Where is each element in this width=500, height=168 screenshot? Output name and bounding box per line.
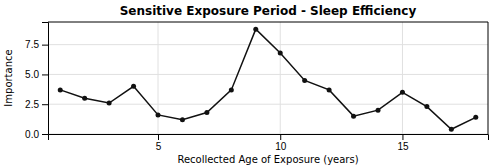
tick: 15	[397, 134, 409, 152]
chart: 5 10 15 0.0 2.5 5.0 7.5 Sensitive Exposure Peri…	[0, 0, 500, 168]
point	[449, 127, 454, 132]
tick-label: 7.5	[25, 39, 39, 50]
tick: 0.0	[25, 129, 48, 140]
point	[58, 87, 63, 92]
tick: 10	[275, 134, 287, 152]
title: Sensitive Exposure Period - Sleep Effici…	[120, 4, 417, 18]
axis-line	[42, 23, 49, 135]
tick-mark	[42, 45, 48, 46]
grid-line	[280, 22, 281, 134]
y-axis-title: Importance	[3, 49, 14, 106]
grid-line	[48, 44, 488, 45]
x-axis: 5 10 15	[49, 134, 489, 152]
point	[278, 50, 283, 55]
point	[473, 115, 478, 120]
point	[180, 117, 185, 122]
point	[253, 27, 258, 32]
tick-label: 0.0	[25, 129, 39, 140]
tick-mark	[42, 104, 48, 105]
point	[204, 110, 209, 115]
point	[131, 84, 136, 89]
point	[376, 108, 381, 113]
point	[229, 87, 234, 92]
grid-line	[48, 74, 488, 75]
frame	[488, 22, 489, 134]
tick-mark	[42, 74, 48, 75]
x-axis-title: Recollected Age of Exposure (years)	[177, 154, 358, 165]
point	[351, 114, 356, 119]
tick-label: 10	[275, 141, 287, 152]
tick: 2.5	[25, 99, 48, 110]
tick-label: 5	[156, 141, 162, 152]
tick-label: 15	[397, 141, 409, 152]
tick-mark	[280, 134, 281, 140]
axis-line	[49, 135, 489, 141]
tick: 5.0	[25, 69, 48, 80]
tick-label: 5.0	[25, 69, 39, 80]
point	[107, 101, 112, 106]
tick-label: 2.5	[25, 99, 39, 110]
point	[156, 112, 161, 117]
tick-mark	[402, 134, 403, 140]
frame	[48, 22, 488, 23]
point	[82, 96, 87, 101]
point	[327, 87, 332, 92]
line	[60, 29, 476, 129]
grid	[48, 22, 488, 134]
tick-mark	[42, 134, 48, 135]
plot: 5 10 15 0.0 2.5 5.0 7.5	[25, 22, 488, 152]
tick: 7.5	[25, 39, 48, 50]
tick: 5	[156, 134, 162, 152]
grid-line	[402, 22, 403, 134]
series	[58, 27, 479, 132]
tick-mark	[158, 134, 159, 140]
point	[400, 90, 405, 95]
point	[424, 104, 429, 109]
y-axis: 0.0 2.5 5.0 7.5	[25, 23, 48, 140]
point	[302, 78, 307, 83]
